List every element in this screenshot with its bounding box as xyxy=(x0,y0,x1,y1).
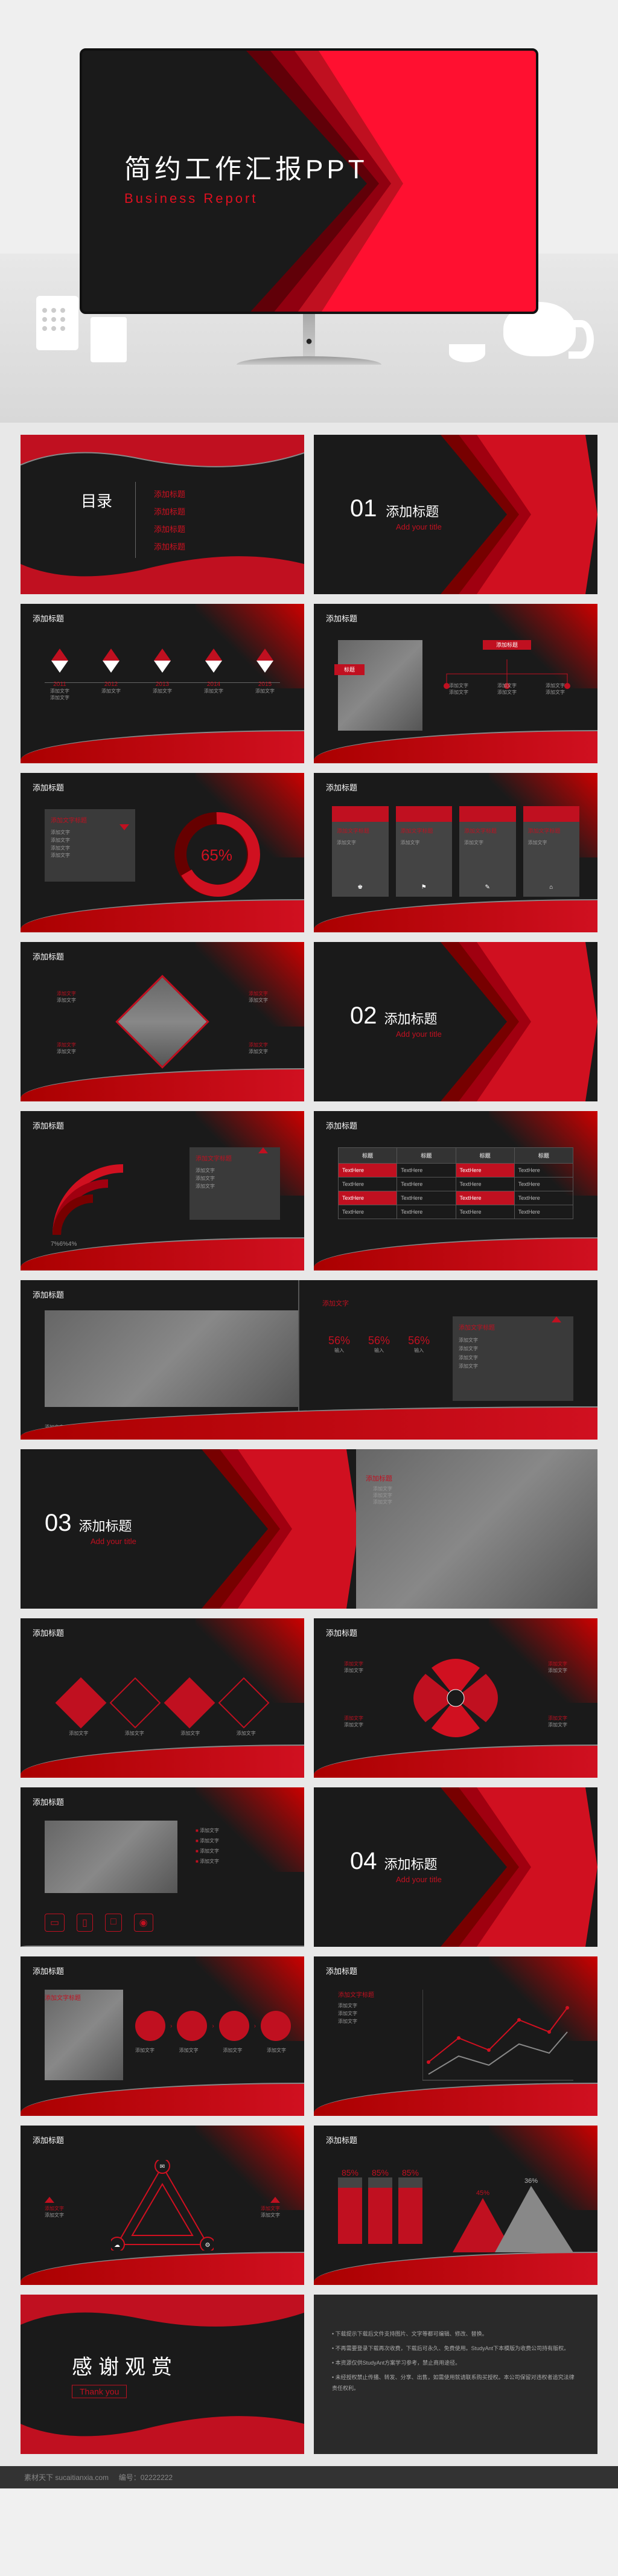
section-number: 01 xyxy=(350,495,377,522)
thanks-en: Thank you xyxy=(72,2385,127,2398)
toc-heading: 目录 xyxy=(81,492,112,510)
slide-section-01: 01 添加标题 Add your title xyxy=(314,435,597,594)
slide-four-cards: 添加标题 添加文字标题添加文字♚ 添加文字标题添加文字⚑ 添加文字标题添加文字✎… xyxy=(314,773,597,932)
label: 标题 xyxy=(334,664,365,675)
svg-text:36%: 36% xyxy=(524,2177,538,2185)
page-footer: 素材天下 sucaitianxia.com 编号：02222222 xyxy=(0,2466,618,2488)
slide-section03-building: 03添加标题Add your title 添加标题 添加文字添加文字添加文字 xyxy=(21,1449,597,1609)
slide-petal: 添加标题 添加文字添加文字 添加文字添加文字 添加文字添加文字 添加文字添加文字 xyxy=(314,1618,597,1778)
slide-title: 添加标题 xyxy=(326,612,357,624)
toc-item: 添加标题 xyxy=(154,523,185,534)
svg-text:45%: 45% xyxy=(476,2190,489,2197)
tablet-icon: □ xyxy=(105,1914,122,1932)
toc-item: 添加标题 xyxy=(154,505,185,517)
footer-id: 编号：02222222 xyxy=(119,2473,173,2482)
section-subtitle: Add your title xyxy=(396,522,442,531)
toc-item: 添加标题 xyxy=(154,540,185,552)
svg-text:⚙: ⚙ xyxy=(205,2242,211,2249)
slide-circles-process: 添加标题 添加文字标题 › › › 添加文字添加文字添加文字添加文字 xyxy=(21,1956,304,2116)
slide-triangle: 添加标题 ✉ ⚙ ☁ 添加文字添加文字 添加文字添加文字 xyxy=(21,2126,304,2285)
slide-line-chart: 添加标题 添加文字标题 添加文字添加文字添加文字 xyxy=(314,1956,597,2116)
slide-grid: 目录 添加标题 添加标题 添加标题 添加标题 01 添加标题 Add your … xyxy=(0,423,618,2466)
slide-wide-split: 添加标题 添加文字 添加文字标题 添加文字添加文字添加文字添加文字 56%输入 … xyxy=(21,1280,597,1440)
section-title: 添加标题 xyxy=(386,504,439,519)
slide-diamond: 添加标题 添加文字添加文字 添加文字添加文字 添加文字添加文字 添加文字添加文字 xyxy=(21,942,304,1101)
monitor: 简约工作汇报PPT Business Report ● xyxy=(80,48,538,348)
toc-item: 添加标题 xyxy=(154,488,185,499)
slide-diamonds-row: 添加标题 添加文字添加文字添加文字添加文字 xyxy=(21,1618,304,1778)
slide-table: 添加标题 标题标题标题标题 TextHereTextHereTextHereTe… xyxy=(314,1111,597,1270)
footer-site: 素材天下 sucaitianxia.com xyxy=(24,2473,109,2482)
slide-section-04: 04添加标题Add your title xyxy=(314,1787,597,1947)
svg-text:7%6%4%: 7%6%4% xyxy=(51,1241,77,1247)
slide-toc: 目录 添加标题 添加标题 添加标题 添加标题 xyxy=(21,435,304,594)
hero-mockup: 简约工作汇报PPT Business Report ● xyxy=(0,0,618,423)
slide-image-icons: 添加标题 ■ 添加文字 ■ 添加文字 ■ 添加文字 ■ 添加文字 ▭ ▯ □ ◉ xyxy=(21,1787,304,1947)
slide-bars-peaks: 添加标题 85% 85% 85% 45% 36% xyxy=(314,2126,597,2285)
placeholder-image: 标题 xyxy=(338,640,422,731)
svg-text:☁: ☁ xyxy=(114,2242,120,2249)
slide-title: 添加标题 xyxy=(33,612,64,624)
donut-percent: 65% xyxy=(201,846,232,864)
device-icon: ▭ xyxy=(45,1914,65,1932)
slide-section-02: 02添加标题Add your title xyxy=(314,942,597,1101)
slide-image-branches: 添加标题 标题 添加标题 添加文字添加文字 添加文字添加文字 添加文字添加文字 xyxy=(314,604,597,763)
svg-text:✉: ✉ xyxy=(160,2164,165,2170)
slide-timeline: 添加标题 2011添加文字添加文字 2012添加文字 2013添加文字 2014… xyxy=(21,604,304,763)
cup-decoration xyxy=(36,296,78,350)
camera-icon: ◉ xyxy=(134,1914,153,1932)
thanks-zh: 感谢观赏 xyxy=(72,2351,253,2380)
slide-thanks: 感谢观赏 Thank you xyxy=(21,2295,304,2454)
slide-end-notes: • 下载提示下载后文件支持图片、文字等都可编辑、修改、替换。 • 不再需要登录下… xyxy=(314,2295,597,2454)
hero-title-en: Business Report xyxy=(124,191,368,207)
phone-icon: ▯ xyxy=(77,1914,93,1932)
hero-title-zh: 简约工作汇报PPT xyxy=(124,147,368,186)
slide-arcs: 添加标题 7%6%4% 添加文字标题 添加文字添加文字添加文字 xyxy=(21,1111,304,1270)
slide-donut: 添加标题 添加文字标题 添加文字添加文字添加文字添加文字 65% xyxy=(21,773,304,932)
